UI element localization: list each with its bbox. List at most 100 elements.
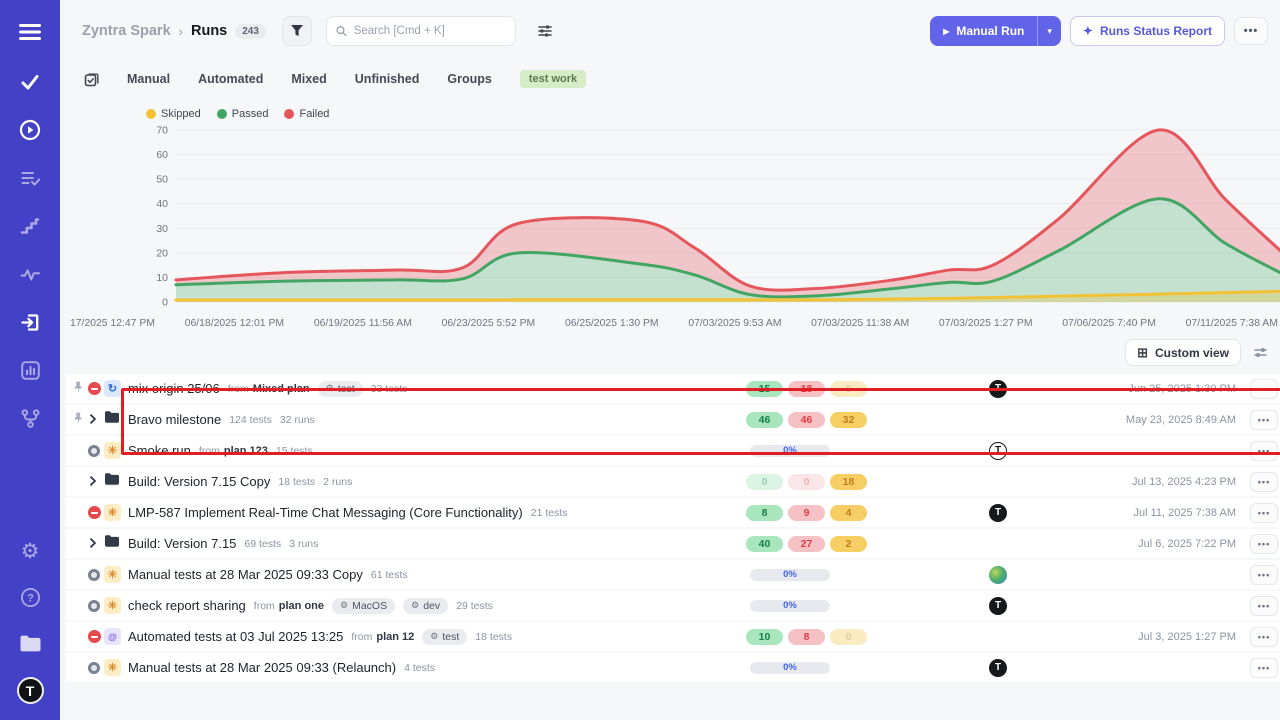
filter-button[interactable] xyxy=(281,16,312,46)
row-more-button[interactable]: ••• xyxy=(1250,440,1278,461)
failed-count-badge: 8 xyxy=(788,628,825,645)
tasks-check-icon[interactable] xyxy=(18,70,42,94)
tab-groups[interactable]: Groups xyxy=(447,72,492,86)
run-title[interactable]: Build: Version 7.15 xyxy=(128,536,237,551)
failed-count-badge: 0 xyxy=(788,473,825,490)
from-plan-link[interactable]: plan 12 xyxy=(376,630,415,643)
from-plan-link[interactable]: plan 123 xyxy=(223,444,268,457)
run-title[interactable]: Bravo milestone xyxy=(128,412,222,427)
test-cases-list-check-icon[interactable] xyxy=(18,166,42,190)
run-title[interactable]: Smoke run xyxy=(128,443,191,458)
run-title[interactable]: Build: Version 7.15 Copy xyxy=(128,474,271,489)
row-more-button[interactable]: ••• xyxy=(1250,533,1278,554)
search-input[interactable] xyxy=(353,25,506,37)
header-more-button[interactable]: ••• xyxy=(1234,17,1268,45)
run-date: May 23, 2025 8:49 AM xyxy=(1125,413,1236,426)
runs-filter-icon[interactable] xyxy=(84,72,99,87)
run-row[interactable]: ✳ LMP-587 Implement Real-Time Chat Messag… xyxy=(66,498,1280,527)
imports-sign-in-icon[interactable] xyxy=(18,310,42,334)
environment-tag: ⚙ test xyxy=(422,628,468,645)
run-group-row[interactable]: Bravo milestone 124 tests 32 runs 46 46 32 May… xyxy=(66,405,1280,434)
tab-manual[interactable]: Manual xyxy=(127,72,171,86)
projects-folder-icon[interactable] xyxy=(18,631,42,655)
row-more-button[interactable]: ••• xyxy=(1250,378,1278,399)
skipped-count-badge: 18 xyxy=(830,473,867,490)
row-more-button[interactable]: ••• xyxy=(1250,471,1278,492)
row-more-button[interactable]: ••• xyxy=(1250,626,1278,647)
folder-icon xyxy=(104,472,120,491)
assignee-avatar: T xyxy=(989,379,1007,398)
row-more-button[interactable]: ••• xyxy=(1250,657,1278,678)
run-row[interactable]: ✳ Smoke run from plan 123 15 tests 0% T ••• xyxy=(66,436,1280,465)
button-divider xyxy=(1037,16,1039,46)
reports-bar-chart-icon[interactable] xyxy=(18,358,42,382)
title-cell: mix origin 25/06 from Mixed plan ⚙ test 33 te… xyxy=(128,380,742,397)
run-group-row[interactable]: Build: Version 7.15 Copy 18 tests 2 runs 0 0… xyxy=(66,467,1280,496)
row-more-button[interactable]: ••• xyxy=(1250,564,1278,585)
run-date: Jul 6, 2025 7:22 PM xyxy=(1138,537,1236,550)
status-cell xyxy=(88,506,104,519)
failed-count-badge: 18 xyxy=(788,380,825,397)
run-row[interactable]: ↻ mix origin 25/06 from Mixed plan ⚙ test 33 t… xyxy=(66,374,1280,403)
passed-count-badge: 8 xyxy=(746,504,783,521)
run-title[interactable]: Automated tests at 03 Jul 2025 13:25 xyxy=(128,629,344,644)
runs-status-report-button[interactable]: ✦ Runs Status Report xyxy=(1069,16,1225,46)
expand-chevron-icon[interactable] xyxy=(88,411,98,429)
run-row[interactable]: ✳ Manual tests at 28 Mar 2025 09:33 (Rela… xyxy=(66,653,1280,682)
tab-mixed[interactable]: Mixed xyxy=(291,72,327,86)
hamburger-menu-icon[interactable] xyxy=(18,20,42,44)
custom-view-button[interactable]: ⊞ Custom view xyxy=(1125,339,1241,366)
pending-status-icon xyxy=(88,599,100,612)
assignee-avatar: T xyxy=(989,441,1007,460)
sidebar: ⚙ ? T xyxy=(0,0,60,720)
run-title[interactable]: Manual tests at 28 Mar 2025 09:33 (Relau… xyxy=(128,660,397,675)
tag-label: test xyxy=(442,630,460,643)
search-box[interactable] xyxy=(325,16,516,46)
run-row[interactable]: @ Automated tests at 03 Jul 2025 13:25 fro… xyxy=(66,622,1280,651)
row-more-button[interactable]: ••• xyxy=(1250,595,1278,616)
run-group-row[interactable]: Build: Version 7.15 69 tests 3 runs 40 27 2 Ju… xyxy=(66,529,1280,558)
expand-chevron-icon[interactable] xyxy=(88,535,98,553)
tab-automated[interactable]: Automated xyxy=(198,72,264,86)
milestones-steps-icon[interactable] xyxy=(18,214,42,238)
folder-icon xyxy=(104,410,120,429)
runs-play-circle-icon[interactable] xyxy=(18,118,42,142)
environment-tag: ⚙ dev xyxy=(403,597,449,614)
pin-icon[interactable] xyxy=(72,380,84,398)
runs-list: ↻ mix origin 25/06 from Mixed plan ⚙ test 33 t… xyxy=(66,374,1280,682)
manual-run-button[interactable]: ▶ Manual Run xyxy=(930,24,1037,38)
run-title[interactable]: check report sharing xyxy=(128,598,246,613)
run-title[interactable]: mix origin 25/06 xyxy=(128,381,220,396)
passed-count-badge: 0 xyxy=(746,473,783,490)
from-plan-link[interactable]: plan one xyxy=(278,599,325,612)
help-icon[interactable]: ? xyxy=(18,585,42,609)
settings-gear-icon[interactable]: ⚙ xyxy=(20,539,40,563)
status-cell xyxy=(88,661,104,674)
results-cell: 46 46 32 xyxy=(742,411,938,428)
run-title[interactable]: LMP-587 Implement Real-Time Chat Messagi… xyxy=(128,505,523,520)
breadcrumb-project[interactable]: Zyntra Spark xyxy=(82,23,171,39)
run-row[interactable]: ✳ Manual tests at 28 Mar 2025 09:33 Copy 6… xyxy=(66,560,1280,589)
from-plan-link[interactable]: Mixed plan xyxy=(252,382,310,395)
x-tick-label: 06/18/2025 12:01 PM xyxy=(184,318,285,329)
manual-run-caret-button[interactable]: ▾ xyxy=(1047,25,1052,36)
run-row[interactable]: ✳ check report sharing from plan one ⚙ MacOS ⚙… xyxy=(66,591,1280,620)
run-title[interactable]: Manual tests at 28 Mar 2025 09:33 Copy xyxy=(128,567,363,582)
expand-chevron-icon[interactable] xyxy=(88,473,98,491)
meta-count: 124 tests xyxy=(229,413,272,426)
integrations-branch-icon[interactable] xyxy=(18,406,42,430)
pin-icon[interactable] xyxy=(72,411,84,429)
view-options-sliders-icon[interactable] xyxy=(1253,346,1268,359)
tab-unfinished[interactable]: Unfinished xyxy=(354,72,420,86)
row-more-button[interactable]: ••• xyxy=(1250,502,1278,523)
analytics-pulse-icon[interactable] xyxy=(18,262,42,286)
progress-bar: 0% xyxy=(750,568,830,581)
active-filter-chip[interactable]: test work xyxy=(519,70,587,88)
row-more-button[interactable]: ••• xyxy=(1250,409,1278,430)
failed-count-badge: 9 xyxy=(788,504,825,521)
search-icon xyxy=(336,26,347,37)
status-cell xyxy=(88,411,104,429)
user-avatar[interactable]: T xyxy=(16,677,44,704)
svg-text:50: 50 xyxy=(156,174,168,186)
display-settings-icon[interactable] xyxy=(530,16,560,46)
